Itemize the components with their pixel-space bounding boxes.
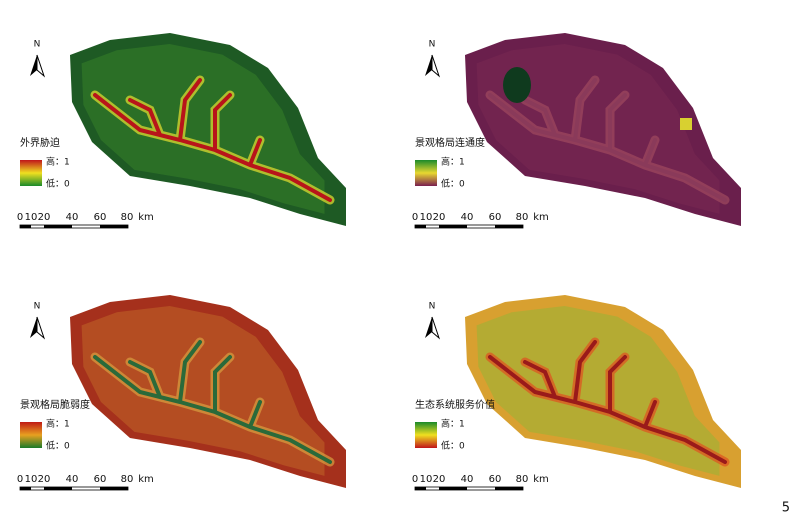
scale-label: km [533, 474, 549, 485]
legend-high: 高：1 [46, 418, 70, 430]
legend-ramp [415, 422, 437, 448]
scale-segment [439, 225, 467, 228]
scale-label: km [138, 212, 154, 223]
scale-label: 60 [489, 212, 502, 223]
scale-label: 40 [461, 474, 474, 485]
scale-label: 20 [433, 474, 446, 485]
legend-ramp [415, 160, 437, 186]
river [93, 340, 332, 464]
scale-label: 60 [94, 212, 107, 223]
scale-label: 20 [38, 474, 51, 485]
scale-label: 80 [121, 212, 134, 223]
patch [503, 67, 531, 103]
scale-label: 10 [420, 474, 433, 485]
scale-segment [495, 487, 523, 490]
scale-label: 10 [25, 212, 38, 223]
legend-low: 低：0 [46, 178, 70, 190]
page-number: 5 [782, 501, 790, 516]
scale-label: 20 [38, 212, 51, 223]
north-arrow [425, 317, 432, 338]
scale-segment [439, 487, 467, 490]
scale-label: 0 [17, 474, 23, 485]
legend-title: 景观格局脆弱度 [20, 398, 90, 411]
scale-label: 20 [433, 212, 446, 223]
river [93, 78, 332, 202]
scale-segment [495, 225, 523, 228]
legend-high: 高：1 [441, 418, 465, 430]
scale-segment [44, 487, 72, 490]
scale-segment [415, 225, 426, 228]
legend-title: 外界胁迫 [20, 136, 60, 149]
north-arrow [30, 317, 37, 338]
scale-label: 80 [121, 474, 134, 485]
north-arrow [431, 54, 441, 78]
river [488, 340, 727, 464]
scale-label: km [533, 212, 549, 223]
north-label: N [429, 302, 436, 312]
legend-high: 高：1 [441, 156, 465, 168]
river [488, 78, 727, 202]
scale-segment [20, 225, 31, 228]
scale-segment [100, 225, 128, 228]
legend-title: 生态系统服务价值 [415, 398, 495, 411]
north-label: N [34, 40, 41, 50]
scale-label: 60 [489, 474, 502, 485]
north-arrow [36, 316, 46, 340]
scale-label: 40 [461, 212, 474, 223]
patch [680, 118, 692, 130]
scale-label: 0 [17, 212, 23, 223]
scale-label: 80 [516, 474, 529, 485]
legend-low: 低：0 [441, 178, 465, 190]
north-arrow [431, 316, 441, 340]
scale-segment [100, 487, 128, 490]
north-arrow [30, 55, 37, 76]
legend-ramp [20, 160, 42, 186]
scale-label: km [138, 474, 154, 485]
scale-segment [415, 487, 426, 490]
north-arrow [36, 54, 46, 78]
scale-label: 10 [25, 474, 38, 485]
legend-title: 景观格局连通度 [415, 136, 485, 149]
legend-low: 低：0 [46, 440, 70, 452]
scale-label: 40 [66, 212, 79, 223]
scale-segment [44, 225, 72, 228]
scale-label: 80 [516, 212, 529, 223]
scale-label: 0 [412, 474, 418, 485]
north-arrow [425, 55, 432, 76]
legend-ramp [20, 422, 42, 448]
scale-segment [20, 487, 31, 490]
scale-label: 60 [94, 474, 107, 485]
scale-label: 40 [66, 474, 79, 485]
scale-label: 0 [412, 212, 418, 223]
legend-low: 低：0 [441, 440, 465, 452]
scale-label: 10 [420, 212, 433, 223]
north-label: N [429, 40, 436, 50]
legend-high: 高：1 [46, 156, 70, 168]
north-label: N [34, 302, 41, 312]
